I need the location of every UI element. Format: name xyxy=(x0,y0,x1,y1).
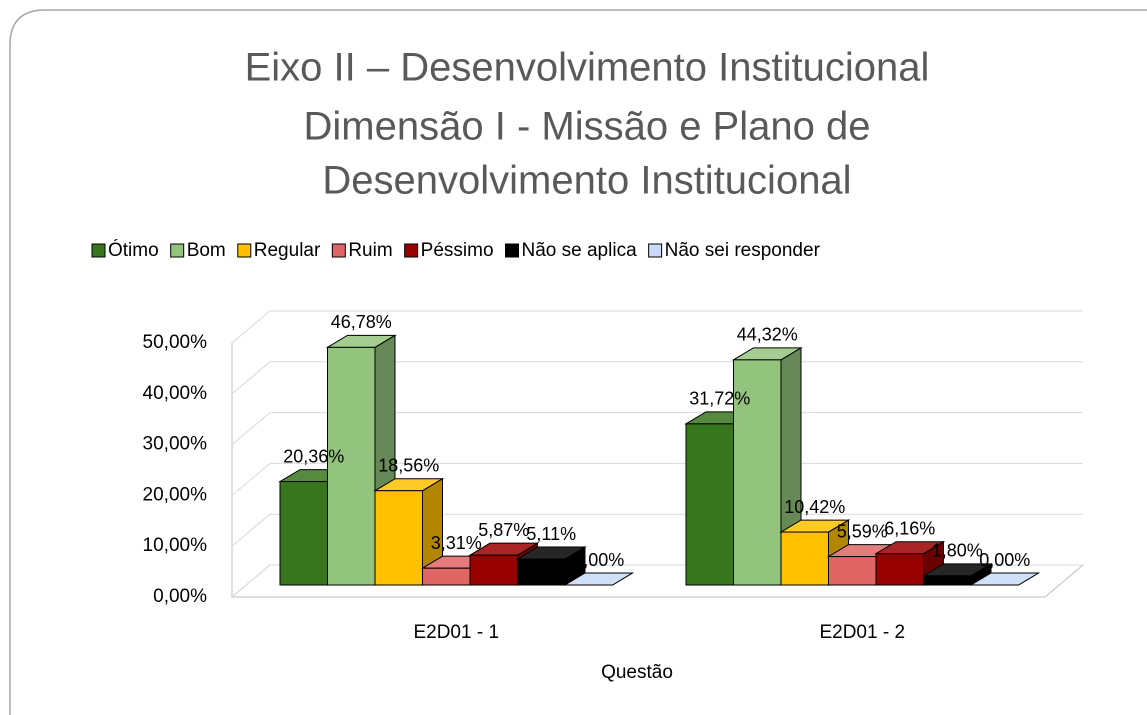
x-tick-label: E2D01 - 2 xyxy=(819,622,905,643)
bar-top xyxy=(969,572,1041,586)
y-tick-label: 30,00% xyxy=(143,434,208,455)
value-label: 0,00% xyxy=(573,550,624,570)
value-label: 31,72% xyxy=(689,389,750,409)
legend-label: Ótimo xyxy=(108,239,159,261)
value-label: 0,00% xyxy=(979,550,1030,570)
value-label: 3,31% xyxy=(431,533,482,553)
bar xyxy=(422,567,471,586)
legend-swatch xyxy=(505,243,520,258)
value-label: 1,80% xyxy=(932,541,983,561)
legend-label: Não se aplica xyxy=(522,240,638,261)
x-tick-label: E2D01 - 1 xyxy=(413,622,499,643)
value-label: 6,16% xyxy=(884,518,935,538)
value-label: 44,32% xyxy=(737,325,798,345)
value-label: 10,42% xyxy=(784,497,845,517)
legend-label: Bom xyxy=(187,240,226,261)
y-tick-label: 10,00% xyxy=(143,535,208,556)
value-label: 5,11% xyxy=(526,524,576,544)
bar xyxy=(733,359,782,586)
x-axis-title: Questão xyxy=(601,662,673,683)
value-label: 5,87% xyxy=(478,520,529,540)
bar xyxy=(469,554,518,586)
chart-title: Desenvolvimento Institucional xyxy=(322,159,851,203)
legend-swatch xyxy=(404,243,419,258)
bar xyxy=(780,531,829,586)
chart-title: Eixo II – Desenvolvimento Institucional xyxy=(245,46,930,90)
grid-line xyxy=(231,310,1083,344)
legend-label: Péssimo xyxy=(421,240,494,261)
bar xyxy=(327,346,376,586)
chart-title: Dimensão I - Missão e Plano de xyxy=(304,105,871,149)
legend-label: Ruim xyxy=(348,240,392,261)
bar xyxy=(685,423,734,586)
grid-line xyxy=(231,412,1083,445)
bar xyxy=(923,575,972,586)
y-tick-label: 20,00% xyxy=(143,484,208,505)
legend-swatch xyxy=(170,243,185,258)
legend-swatch xyxy=(331,243,346,258)
y-tick-label: 0,00% xyxy=(153,586,207,607)
bar xyxy=(517,558,566,586)
bar xyxy=(374,490,423,586)
bar xyxy=(279,481,328,586)
bar xyxy=(875,553,924,586)
value-label: 5,59% xyxy=(837,521,888,541)
legend-swatch xyxy=(237,243,252,258)
legend-swatch xyxy=(648,243,663,258)
value-label: 20,36% xyxy=(283,446,344,466)
grid-line xyxy=(231,513,1083,547)
grid-line xyxy=(231,462,1083,496)
frame xyxy=(9,9,1147,715)
value-label: 18,56% xyxy=(378,455,439,475)
legend-label: Não sei responder xyxy=(665,240,821,261)
y-tick-label: 40,00% xyxy=(143,383,208,404)
bar-top xyxy=(563,572,635,586)
bar xyxy=(828,556,877,586)
legend-label: Regular xyxy=(254,240,321,261)
grid-line xyxy=(231,361,1083,395)
value-label: 46,78% xyxy=(331,312,392,332)
legend-swatch xyxy=(91,243,106,258)
y-tick-label: 50,00% xyxy=(143,332,208,353)
